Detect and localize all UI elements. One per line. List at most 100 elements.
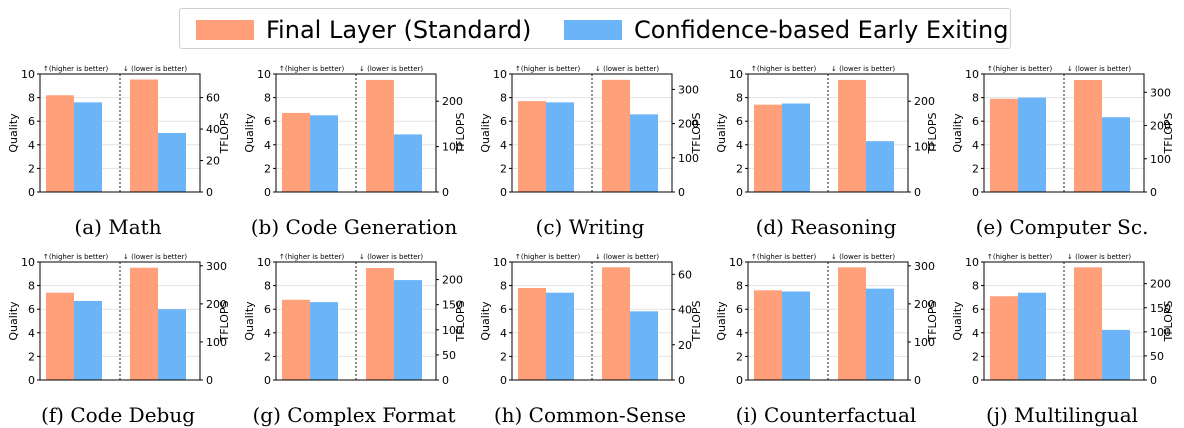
quality-tick-label: 6: [736, 303, 743, 316]
quality-tick-label: 4: [972, 139, 979, 152]
bar-tflops-early-exit: [1102, 117, 1130, 192]
legend-label-early-exit: Confidence-based Early Exiting: [634, 16, 1009, 44]
quality-tick-label: 10: [493, 256, 507, 269]
subplot: 0 2 4 6 8 10 0 50 100 150 200 Quality TFLOPS ↑(higher…: [236, 250, 472, 427]
bar-quality-standard: [282, 299, 310, 380]
bar-tflops-early-exit: [158, 309, 186, 380]
bar-tflops-early-exit: [630, 311, 658, 380]
subplot-caption: (j) Multilingual: [985, 403, 1139, 427]
subplot-caption: (c) Writing: [535, 215, 645, 239]
tflops-tick-label: 0: [1150, 186, 1157, 199]
quality-tick-label: 10: [965, 256, 979, 269]
higher-better-note: ↑(higher is better): [987, 253, 1053, 261]
subplot-svg: 0 2 4 6 8 10 0 20 40 60 Quality TFLOPS ↑(higher is b…: [479, 253, 703, 387]
quality-tick-label: 8: [28, 92, 35, 105]
quality-tick-label: 4: [736, 327, 743, 340]
tflops-tick-label: 0: [442, 374, 449, 387]
tflops-axis-label: TFLOPS: [218, 300, 231, 342]
bar-quality-standard: [46, 292, 74, 380]
plot-frame: [511, 261, 673, 381]
quality-axis-label: Quality: [715, 301, 728, 341]
quality-tick-label: 10: [729, 256, 743, 269]
lower-better-note: ↓ (lower is better): [359, 253, 423, 261]
tflops-axis-label: TFLOPS: [454, 300, 467, 342]
tflops-tick-label: 100: [678, 152, 699, 165]
tflops-tick-label: 200: [442, 95, 463, 108]
quality-tick-label: 10: [493, 68, 507, 81]
tflops-tick-label: 100: [206, 336, 227, 349]
quality-tick-label: 2: [972, 350, 979, 363]
bar-tflops-early-exit: [866, 288, 894, 380]
quality-tick-label: 6: [972, 303, 979, 316]
tflops-tick-label: 200: [914, 95, 935, 108]
quality-tick-label: 0: [972, 186, 979, 199]
subplot-caption: (a) Math: [74, 215, 162, 239]
quality-tick-label: 2: [28, 350, 35, 363]
quality-tick-label: 0: [28, 186, 35, 199]
tflops-tick-label: 100: [914, 336, 935, 349]
quality-tick-label: 10: [257, 256, 271, 269]
quality-tick-label: 6: [28, 115, 35, 128]
quality-tick-label: 2: [264, 350, 271, 363]
lower-better-note: ↓ (lower is better): [595, 253, 659, 261]
quality-tick-label: 0: [736, 374, 743, 387]
tflops-tick-label: 200: [914, 298, 935, 311]
tflops-tick-label: 0: [442, 186, 449, 199]
tflops-axis-label: TFLOPS: [926, 300, 939, 342]
quality-tick-label: 4: [264, 327, 271, 340]
lower-better-note: ↓ (lower is better): [359, 65, 423, 73]
subplot: 0 2 4 6 8 10 0 100 200 Quality TFLOPS ↑(higher is b…: [708, 62, 944, 239]
tflops-tick-label: 50: [442, 349, 456, 362]
quality-tick-label: 10: [729, 68, 743, 81]
bar-quality-standard: [518, 101, 546, 192]
quality-tick-label: 8: [28, 280, 35, 293]
quality-tick-label: 8: [972, 92, 979, 105]
plot-frame: [275, 73, 437, 193]
quality-tick-label: 8: [736, 92, 743, 105]
lower-better-note: ↓ (lower is better): [831, 65, 895, 73]
subplot-caption: (i) Counterfactual: [735, 403, 917, 427]
quality-axis-label: Quality: [7, 301, 20, 341]
legend-swatch-early-exit: [564, 20, 622, 40]
tflops-tick-label: 40: [678, 304, 692, 317]
legend-swatch-standard: [196, 20, 254, 40]
quality-axis-label: Quality: [715, 113, 728, 153]
subplot: 0 2 4 6 8 10 0 100 200 300 Quality TFLOPS ↑(higher i…: [472, 62, 708, 239]
tflops-tick-label: 150: [1150, 302, 1171, 315]
higher-better-note: ↑(higher is better): [751, 253, 817, 261]
bar-quality-standard: [754, 290, 782, 380]
quality-tick-label: 2: [736, 350, 743, 363]
higher-better-note: ↑(higher is better): [515, 65, 581, 73]
bar-quality-standard: [754, 104, 782, 192]
quality-axis-label: Quality: [479, 301, 492, 341]
bar-tflops-standard: [1074, 79, 1102, 192]
bar-quality-early-exit: [310, 115, 338, 192]
subplot: 0 2 4 6 8 10 0 20 40 60 Quality TFLOPS ↑(higher is b…: [0, 62, 236, 239]
quality-tick-label: 4: [736, 139, 743, 152]
bar-tflops-early-exit: [1102, 329, 1130, 380]
higher-better-note: ↑(higher is better): [987, 65, 1053, 73]
bar-quality-early-exit: [1018, 97, 1046, 192]
bar-tflops-standard: [130, 267, 158, 380]
quality-tick-label: 6: [972, 115, 979, 128]
lower-better-note: ↓ (lower is better): [1067, 65, 1131, 73]
tflops-tick-label: 0: [1150, 374, 1157, 387]
tflops-tick-label: 200: [1150, 278, 1171, 291]
higher-better-note: ↑(higher is better): [279, 253, 345, 261]
quality-tick-label: 10: [965, 68, 979, 81]
quality-axis-label: Quality: [7, 113, 20, 153]
quality-tick-label: 8: [500, 92, 507, 105]
quality-tick-label: 10: [21, 256, 35, 269]
lower-better-note: ↓ (lower is better): [1067, 253, 1131, 261]
tflops-tick-label: 0: [914, 186, 921, 199]
bar-quality-early-exit: [74, 102, 102, 192]
tflops-tick-label: 60: [206, 92, 220, 105]
higher-better-note: ↑(higher is better): [279, 65, 345, 73]
tflops-tick-label: 200: [1150, 120, 1171, 133]
bar-tflops-early-exit: [866, 141, 894, 192]
bar-quality-early-exit: [546, 292, 574, 380]
higher-better-note: ↑(higher is better): [751, 65, 817, 73]
legend-label-standard: Final Layer (Standard): [266, 16, 532, 44]
